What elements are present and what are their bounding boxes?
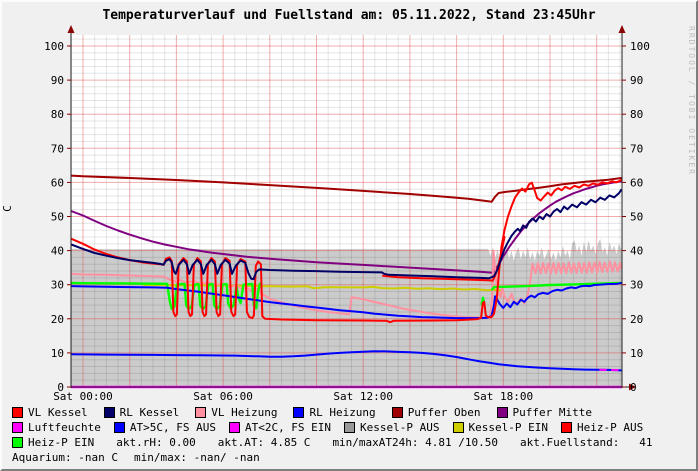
svg-text:80: 80 xyxy=(630,108,643,121)
svg-text:60: 60 xyxy=(630,176,643,189)
svg-text:70: 70 xyxy=(51,142,64,155)
x-axis-arrow xyxy=(629,383,636,391)
svg-text:0: 0 xyxy=(57,381,64,394)
series-rl-kessel xyxy=(71,188,623,281)
series-vl-kessel xyxy=(71,179,623,324)
legend-item: VL Kessel xyxy=(12,406,88,419)
legend-stat: Aquarium: -nan C xyxy=(12,451,118,464)
legend-label: akt.Fuellstand: 41 xyxy=(520,436,653,449)
svg-text:30: 30 xyxy=(630,279,643,292)
legend-label: min/max: -nan/ -nan xyxy=(133,451,260,464)
legend-label: Heiz-P EIN xyxy=(28,436,95,449)
legend-label: Kessel-P EIN xyxy=(468,421,549,434)
legend-swatch xyxy=(113,422,125,433)
svg-text:90: 90 xyxy=(51,74,64,87)
svg-text:Sat 18:00: Sat 18:00 xyxy=(473,390,533,403)
legend-row: Heiz-P EIN akt.rH: 0.00 akt.AT: 4.85 C min/… xyxy=(12,435,696,450)
legend-swatch xyxy=(228,422,240,433)
legend-swatch xyxy=(391,407,403,418)
area-kessel-p-aus xyxy=(71,238,622,387)
legend-item: Kessel-P AUS xyxy=(344,421,440,434)
legend-swatch xyxy=(293,407,305,418)
legend-label: Heiz-P AUS xyxy=(577,421,644,434)
legend-label: Kessel-P AUS xyxy=(360,421,440,434)
legend-swatch xyxy=(452,422,464,433)
legend-item: Luftfeuchte xyxy=(12,421,101,434)
svg-text:50: 50 xyxy=(51,211,64,224)
series-at-5c-fs-aus xyxy=(71,350,623,372)
legend: VL Kessel RL Kessel VL Heizung RL Heizung Pu… xyxy=(12,405,696,465)
svg-text:80: 80 xyxy=(51,108,64,121)
svg-text:10: 10 xyxy=(630,347,643,360)
svg-text:70: 70 xyxy=(630,142,643,155)
legend-swatch xyxy=(496,407,508,418)
legend-label: RL Kessel xyxy=(119,406,180,419)
svg-text:100: 100 xyxy=(44,40,64,53)
legend-label: Puffer Oben xyxy=(407,406,481,419)
series-kessel-p-ein xyxy=(142,284,504,292)
legend-item: AT<2C, FS EIN xyxy=(228,421,332,434)
legend-item: Puffer Oben xyxy=(391,406,481,419)
rrdtool-watermark: RRDTOOL / TOBI OETIKER xyxy=(687,26,696,176)
svg-text:20: 20 xyxy=(51,313,64,326)
legend-item: RL Heizung xyxy=(293,406,376,419)
legend-item: AT>5C, FS AUS xyxy=(113,421,216,434)
legend-item: Puffer Mitte xyxy=(496,406,593,419)
legend-label: akt.AT: 4.85 C xyxy=(217,436,311,449)
legend-swatch xyxy=(12,407,23,418)
grid xyxy=(70,35,622,387)
legend-swatch xyxy=(103,407,115,418)
svg-text:30: 30 xyxy=(51,279,64,292)
legend-row: Aquarium: -nan C min/max: -nan/ -nan xyxy=(12,450,696,465)
svg-text:0: 0 xyxy=(630,381,637,394)
legend-label: VL Kessel xyxy=(28,406,88,419)
axes xyxy=(67,25,636,391)
legend-label: Aquarium: -nan C xyxy=(12,451,118,464)
legend-label: Luftfeuchte xyxy=(28,421,101,434)
legend-swatch xyxy=(344,422,356,433)
series-puffer-oben xyxy=(71,174,623,203)
legend-stat: min/maxAT24h: 4.81 /10.50 xyxy=(332,436,498,449)
legend-item: RL Kessel xyxy=(103,406,180,419)
svg-text:90: 90 xyxy=(630,74,643,87)
legend-swatch xyxy=(12,437,23,448)
legend-item: Heiz-P AUS xyxy=(561,421,643,434)
y-axis-arrow-left xyxy=(67,25,75,33)
legend-label: RL Heizung xyxy=(309,406,376,419)
axis-labels: 0 0 10 10 20 20 30 30 40 40 50 50 60 60 70 70 80 80 90 90 10… xyxy=(44,40,650,403)
legend-label: AT<2C, FS EIN xyxy=(244,421,332,434)
legend-swatch xyxy=(561,422,573,433)
svg-text:100: 100 xyxy=(630,40,650,53)
legend-label: AT>5C, FS AUS xyxy=(129,421,216,434)
svg-text:10: 10 xyxy=(51,347,64,360)
legend-label: min/maxAT24h: 4.81 /10.50 xyxy=(332,436,499,449)
legend-swatch xyxy=(195,407,207,418)
y-axis-arrow-right xyxy=(618,25,626,33)
svg-text:20: 20 xyxy=(630,313,643,326)
svg-text:Sat 00:00: Sat 00:00 xyxy=(53,390,113,403)
legend-item: VL Heizung xyxy=(195,406,277,419)
svg-text:50: 50 xyxy=(630,211,643,224)
svg-text:Sat 12:00: Sat 12:00 xyxy=(333,390,393,403)
svg-text:60: 60 xyxy=(51,176,64,189)
svg-text:Sat 06:00: Sat 06:00 xyxy=(193,390,253,403)
svg-text:40: 40 xyxy=(51,245,64,258)
legend-label: VL Heizung xyxy=(211,406,278,419)
legend-stat: akt.rH: 0.00 xyxy=(116,436,195,449)
legend-label: Puffer Mitte xyxy=(512,406,593,419)
svg-text:40: 40 xyxy=(630,245,643,258)
legend-stat: akt.Fuellstand: 41 xyxy=(520,436,652,449)
legend-item: Kessel-P EIN xyxy=(452,421,549,434)
chart-canvas: 0 0 10 10 20 20 30 30 40 40 50 50 60 60 70 70 80 80 90 90 10… xyxy=(44,25,650,403)
legend-stat: akt.AT: 4.85 C xyxy=(218,436,311,449)
legend-item: Heiz-P EIN xyxy=(12,436,94,449)
legend-row: Luftfeuchte AT>5C, FS AUS AT<2C, FS EIN Kes… xyxy=(12,420,696,435)
graph-title: Temperaturverlauf und Fuellstand am: 05.… xyxy=(102,8,596,23)
legend-stat: min/max: -nan/ -nan xyxy=(134,451,260,464)
legend-row: VL Kessel RL Kessel VL Heizung RL Heizung Pu… xyxy=(12,405,696,420)
legend-label: akt.rH: 0.00 xyxy=(116,436,196,449)
series-puffer-mitte xyxy=(71,180,623,274)
legend-swatch xyxy=(12,422,23,433)
